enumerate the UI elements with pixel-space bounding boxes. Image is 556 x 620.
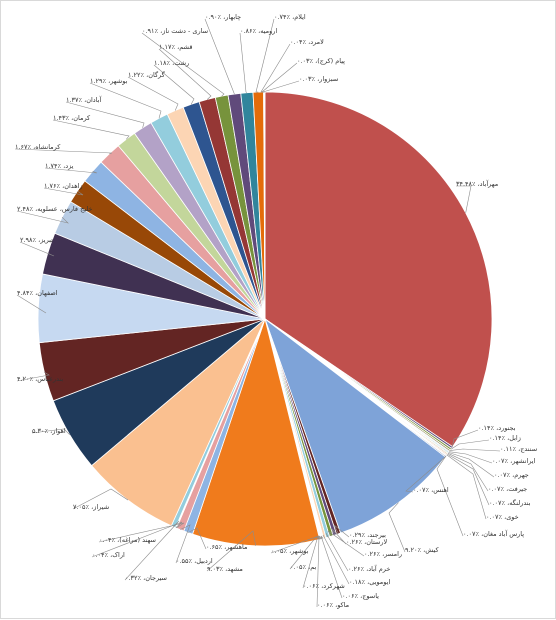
slice-label: ایرانشهر، ٪۰.۰۷ [492, 457, 536, 465]
slice-label: پارس آباد مغان، ٪۰.۰۷ [463, 529, 524, 538]
leader-line [240, 33, 247, 93]
pie-slices [38, 92, 492, 546]
slice-label: ساری - دشت ناز، ٪۰.۹۱ [142, 27, 208, 35]
leader-line [262, 63, 297, 92]
leader-line [450, 449, 500, 451]
leader-line [317, 536, 322, 607]
slice-label: اراک، ٪۰.۰۴ [92, 551, 125, 559]
leader-line [159, 49, 211, 100]
slice-label: زاهدان، ٪۱.۷۶ [44, 182, 83, 190]
leader-line [451, 440, 489, 449]
slice-label: کرمانشاه، ٪۱.۶۷ [15, 143, 61, 151]
slice-label: خرم آباد، ٪۰.۲۶ [348, 564, 390, 573]
leader-line [53, 120, 129, 139]
leader-line [437, 456, 463, 536]
slice-label: بجنورد، ٪۰.۱۴ [478, 424, 516, 432]
slice-label: قشم، ٪۱.۱۷ [159, 43, 192, 51]
slice-label: رشت، ٪۱.۱۸ [154, 59, 189, 67]
slice-label: ارومیه، ٪۰.۸۶ [240, 27, 277, 35]
slice-label: تبریز، ٪۲.۹۸ [20, 236, 53, 244]
leader-line [447, 454, 489, 505]
slice-label: بوشهر، ٪۱.۲۹ [90, 77, 128, 85]
slice-label: بوشهر، ٪۰.۰۵ [271, 547, 309, 555]
slice-label: چابهار، ٪۰.۹۰ [205, 13, 241, 21]
slice-label: مشهد، ٪۹.۰۳ [207, 565, 243, 573]
slice-label: جیرفت، ٪۰.۰۷ [488, 485, 527, 493]
leader-line [389, 503, 405, 552]
slice-label: سنندج، ٪۰.۱۱ [500, 445, 537, 453]
slice-label: سیرجان، ٪۰.۳۲ [125, 574, 167, 582]
slice-label: گرگان، ٪۱.۲۲ [128, 71, 166, 79]
slice-label: کیش، ٪۹.۲۰ [405, 546, 439, 554]
slice-label: آبادان، ٪۱.۳۷ [66, 95, 102, 104]
slice-label: لامرد، ٪۰.۰۴ [290, 38, 324, 46]
slice-label: سهند (مراغه)، ٪۰.۰۴ [99, 536, 156, 544]
slice-label: جهرم، ٪۰.۰۷ [494, 471, 529, 479]
slice-label: خلیج فارس، عسلویه، ٪۲.۴۸ [17, 205, 92, 213]
leader-line [128, 77, 178, 111]
slice-label: پیام (کرج)، ٪۰.۰۳ [297, 57, 345, 65]
slice-label: اهنس، ٪۰.۰۷ [413, 486, 449, 494]
slice-label: لارستان، ٪۰.۲۶ [346, 538, 388, 546]
slice-label: یاسوج، ٪۰.۰۶ [342, 592, 379, 600]
slice-label: کرمان، ٪۱.۴۳ [53, 114, 91, 122]
slice-label: اصفهان، ٪۴.۸۴ [17, 289, 58, 297]
slice-label: اردبیل، ٪۰.۵۵ [176, 557, 213, 565]
slice-label: سبزوار، ٪۰.۰۳ [299, 75, 338, 83]
slice-label: شهرکرد، ٪۰.۰۶ [303, 582, 345, 590]
slice-label: مهرآباد، ٪۳۴.۴۸ [456, 179, 498, 188]
slice-label: اهواز، ٪۵.۳۰ [32, 427, 66, 435]
slice-label: شیراز، ٪۷.۰۵ [73, 503, 109, 511]
slice-label: ماکو، ٪۰.۰۶ [317, 601, 349, 609]
slice-label: یزد، ٪۱.۷۴ [45, 162, 74, 170]
slice-label: ایلام، ٪۰.۷۴ [274, 13, 306, 21]
slice-label: خوی، ٪۰.۰۷ [486, 513, 519, 521]
slice-label: رامسر، ٪۰.۲۶ [364, 550, 402, 558]
slice-label: ایومویی، ٪۰.۱۸ [349, 578, 390, 586]
slice-label: زابل، ٪۰.۱۴ [489, 434, 521, 442]
slice-label: بم، ٪۰.۰۵ [290, 563, 317, 571]
slice-label: ماهشهر، ٪۰.۶۵ [206, 543, 247, 551]
slice-label: بندرلنگه، ٪۰.۰۷ [489, 499, 531, 507]
slice-label: بندرعباس، ٪۴.۲۰ [17, 375, 63, 383]
leader-line [326, 533, 348, 571]
